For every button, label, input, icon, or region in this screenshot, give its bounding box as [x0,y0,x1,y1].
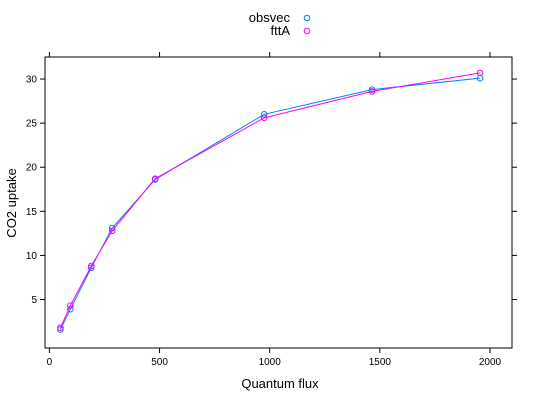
x-tick-label: 0 [47,357,53,368]
x-axis-title: Quantum flux [241,376,319,391]
data-point-obsvec [260,111,268,118]
x-tick-label: 500 [151,357,168,368]
plot-frame [44,56,513,349]
y-tick-label: 10 [26,251,38,262]
series-line-obsvec [59,77,481,330]
x-tick-label: 1000 [259,357,282,368]
legend: obsvec fttA [249,10,311,38]
legend-label-ftta: fttA [270,23,290,38]
x-tick-label: 1500 [369,357,392,368]
legend-label-obsvec: obsvec [249,10,291,25]
data-point-ftta [67,302,74,309]
data-point-ftta [151,175,159,182]
x-tick-label: 2000 [479,357,502,368]
y-axis-ticks: 5 10 15 20 25 30 [26,75,517,306]
legend-marker-ftta [303,27,311,35]
y-tick-label: 15 [26,207,38,218]
series-layer [57,69,484,333]
series-line-ftta [59,72,481,328]
legend-marker-obsvec [303,14,311,22]
data-point-ftta [57,324,64,332]
data-point-obsvec [368,86,376,93]
data-point-ftta [260,114,268,122]
data-point-obsvec [87,264,95,272]
y-tick-label: 5 [31,295,37,306]
data-point-ftta [476,69,484,77]
y-axis-title: CO2 uptake [4,168,19,237]
x-axis-ticks: 0 500 1000 1500 2000 [47,52,502,368]
y-tick-label: 30 [26,75,38,86]
data-point-ftta [368,88,376,95]
y-tick-label: 20 [26,163,38,174]
data-point-ftta [108,227,116,235]
y-tick-label: 25 [26,119,38,130]
data-point-ftta [87,262,95,270]
